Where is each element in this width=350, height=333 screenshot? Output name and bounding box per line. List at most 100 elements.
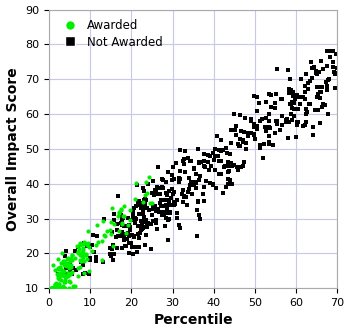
Not Awarded	[310, 125, 316, 130]
Awarded	[144, 190, 149, 196]
Not Awarded	[188, 182, 193, 188]
Awarded	[62, 285, 67, 291]
Not Awarded	[63, 248, 69, 253]
Not Awarded	[330, 49, 336, 54]
Not Awarded	[164, 206, 170, 212]
Not Awarded	[279, 96, 285, 101]
Awarded	[83, 252, 89, 257]
Awarded	[75, 250, 81, 256]
Not Awarded	[290, 89, 296, 95]
Awarded	[78, 258, 84, 263]
Not Awarded	[212, 168, 217, 173]
Not Awarded	[210, 182, 215, 188]
Awarded	[86, 268, 92, 273]
Not Awarded	[193, 171, 199, 176]
Not Awarded	[110, 258, 116, 263]
Not Awarded	[266, 125, 272, 130]
Not Awarded	[325, 78, 331, 83]
Not Awarded	[130, 251, 135, 256]
Not Awarded	[284, 117, 289, 122]
Not Awarded	[186, 186, 192, 191]
Awarded	[48, 285, 54, 291]
Awarded	[55, 275, 60, 280]
Not Awarded	[273, 119, 279, 124]
Not Awarded	[127, 227, 133, 233]
Not Awarded	[171, 189, 177, 195]
Awarded	[100, 219, 106, 224]
Not Awarded	[244, 147, 249, 152]
Awarded	[56, 271, 62, 277]
Not Awarded	[272, 131, 278, 136]
Awarded	[55, 283, 61, 288]
Not Awarded	[130, 209, 136, 215]
Not Awarded	[63, 272, 69, 277]
Not Awarded	[238, 129, 244, 134]
Not Awarded	[272, 101, 278, 106]
Awarded	[66, 285, 71, 291]
Not Awarded	[302, 96, 308, 102]
Not Awarded	[304, 112, 309, 117]
Not Awarded	[163, 215, 169, 220]
Not Awarded	[176, 179, 182, 184]
Not Awarded	[141, 188, 147, 193]
Not Awarded	[120, 217, 125, 222]
Awarded	[77, 241, 83, 247]
Not Awarded	[302, 89, 308, 95]
Not Awarded	[266, 112, 272, 117]
Awarded	[59, 250, 65, 255]
Not Awarded	[140, 211, 146, 216]
Not Awarded	[203, 164, 208, 169]
Not Awarded	[294, 134, 299, 140]
Not Awarded	[161, 211, 167, 216]
Not Awarded	[84, 243, 90, 248]
Awarded	[121, 213, 127, 218]
Not Awarded	[155, 192, 160, 197]
Not Awarded	[284, 117, 289, 122]
Not Awarded	[318, 58, 324, 64]
Awarded	[63, 274, 69, 280]
Awarded	[133, 180, 139, 186]
Not Awarded	[92, 250, 97, 255]
Awarded	[50, 285, 55, 291]
Not Awarded	[194, 207, 199, 212]
Not Awarded	[148, 221, 153, 226]
Not Awarded	[218, 171, 224, 176]
Not Awarded	[134, 216, 139, 222]
Awarded	[119, 221, 125, 226]
Not Awarded	[90, 232, 96, 237]
Not Awarded	[125, 215, 131, 220]
Not Awarded	[313, 107, 318, 112]
Not Awarded	[332, 71, 338, 77]
Not Awarded	[295, 107, 301, 112]
Not Awarded	[126, 233, 132, 238]
Not Awarded	[162, 223, 168, 229]
Not Awarded	[94, 234, 100, 239]
Not Awarded	[128, 218, 134, 223]
Not Awarded	[93, 254, 99, 260]
Awarded	[67, 259, 72, 264]
Not Awarded	[126, 250, 131, 255]
Not Awarded	[148, 246, 154, 251]
Awarded	[61, 283, 66, 288]
Not Awarded	[228, 152, 233, 157]
Not Awarded	[195, 146, 201, 152]
Not Awarded	[170, 165, 176, 170]
Not Awarded	[320, 84, 325, 90]
Awarded	[51, 262, 56, 267]
Not Awarded	[206, 160, 211, 165]
Not Awarded	[114, 221, 120, 226]
Awarded	[57, 284, 62, 290]
Not Awarded	[221, 148, 226, 153]
Not Awarded	[170, 187, 175, 192]
Not Awarded	[271, 142, 276, 148]
Not Awarded	[62, 254, 68, 259]
Not Awarded	[251, 122, 256, 127]
Not Awarded	[319, 105, 325, 110]
Awarded	[144, 179, 149, 184]
Not Awarded	[111, 211, 117, 217]
Not Awarded	[218, 149, 224, 154]
X-axis label: Percentile: Percentile	[153, 313, 233, 327]
Not Awarded	[169, 172, 175, 177]
Not Awarded	[245, 133, 251, 139]
Not Awarded	[126, 240, 132, 245]
